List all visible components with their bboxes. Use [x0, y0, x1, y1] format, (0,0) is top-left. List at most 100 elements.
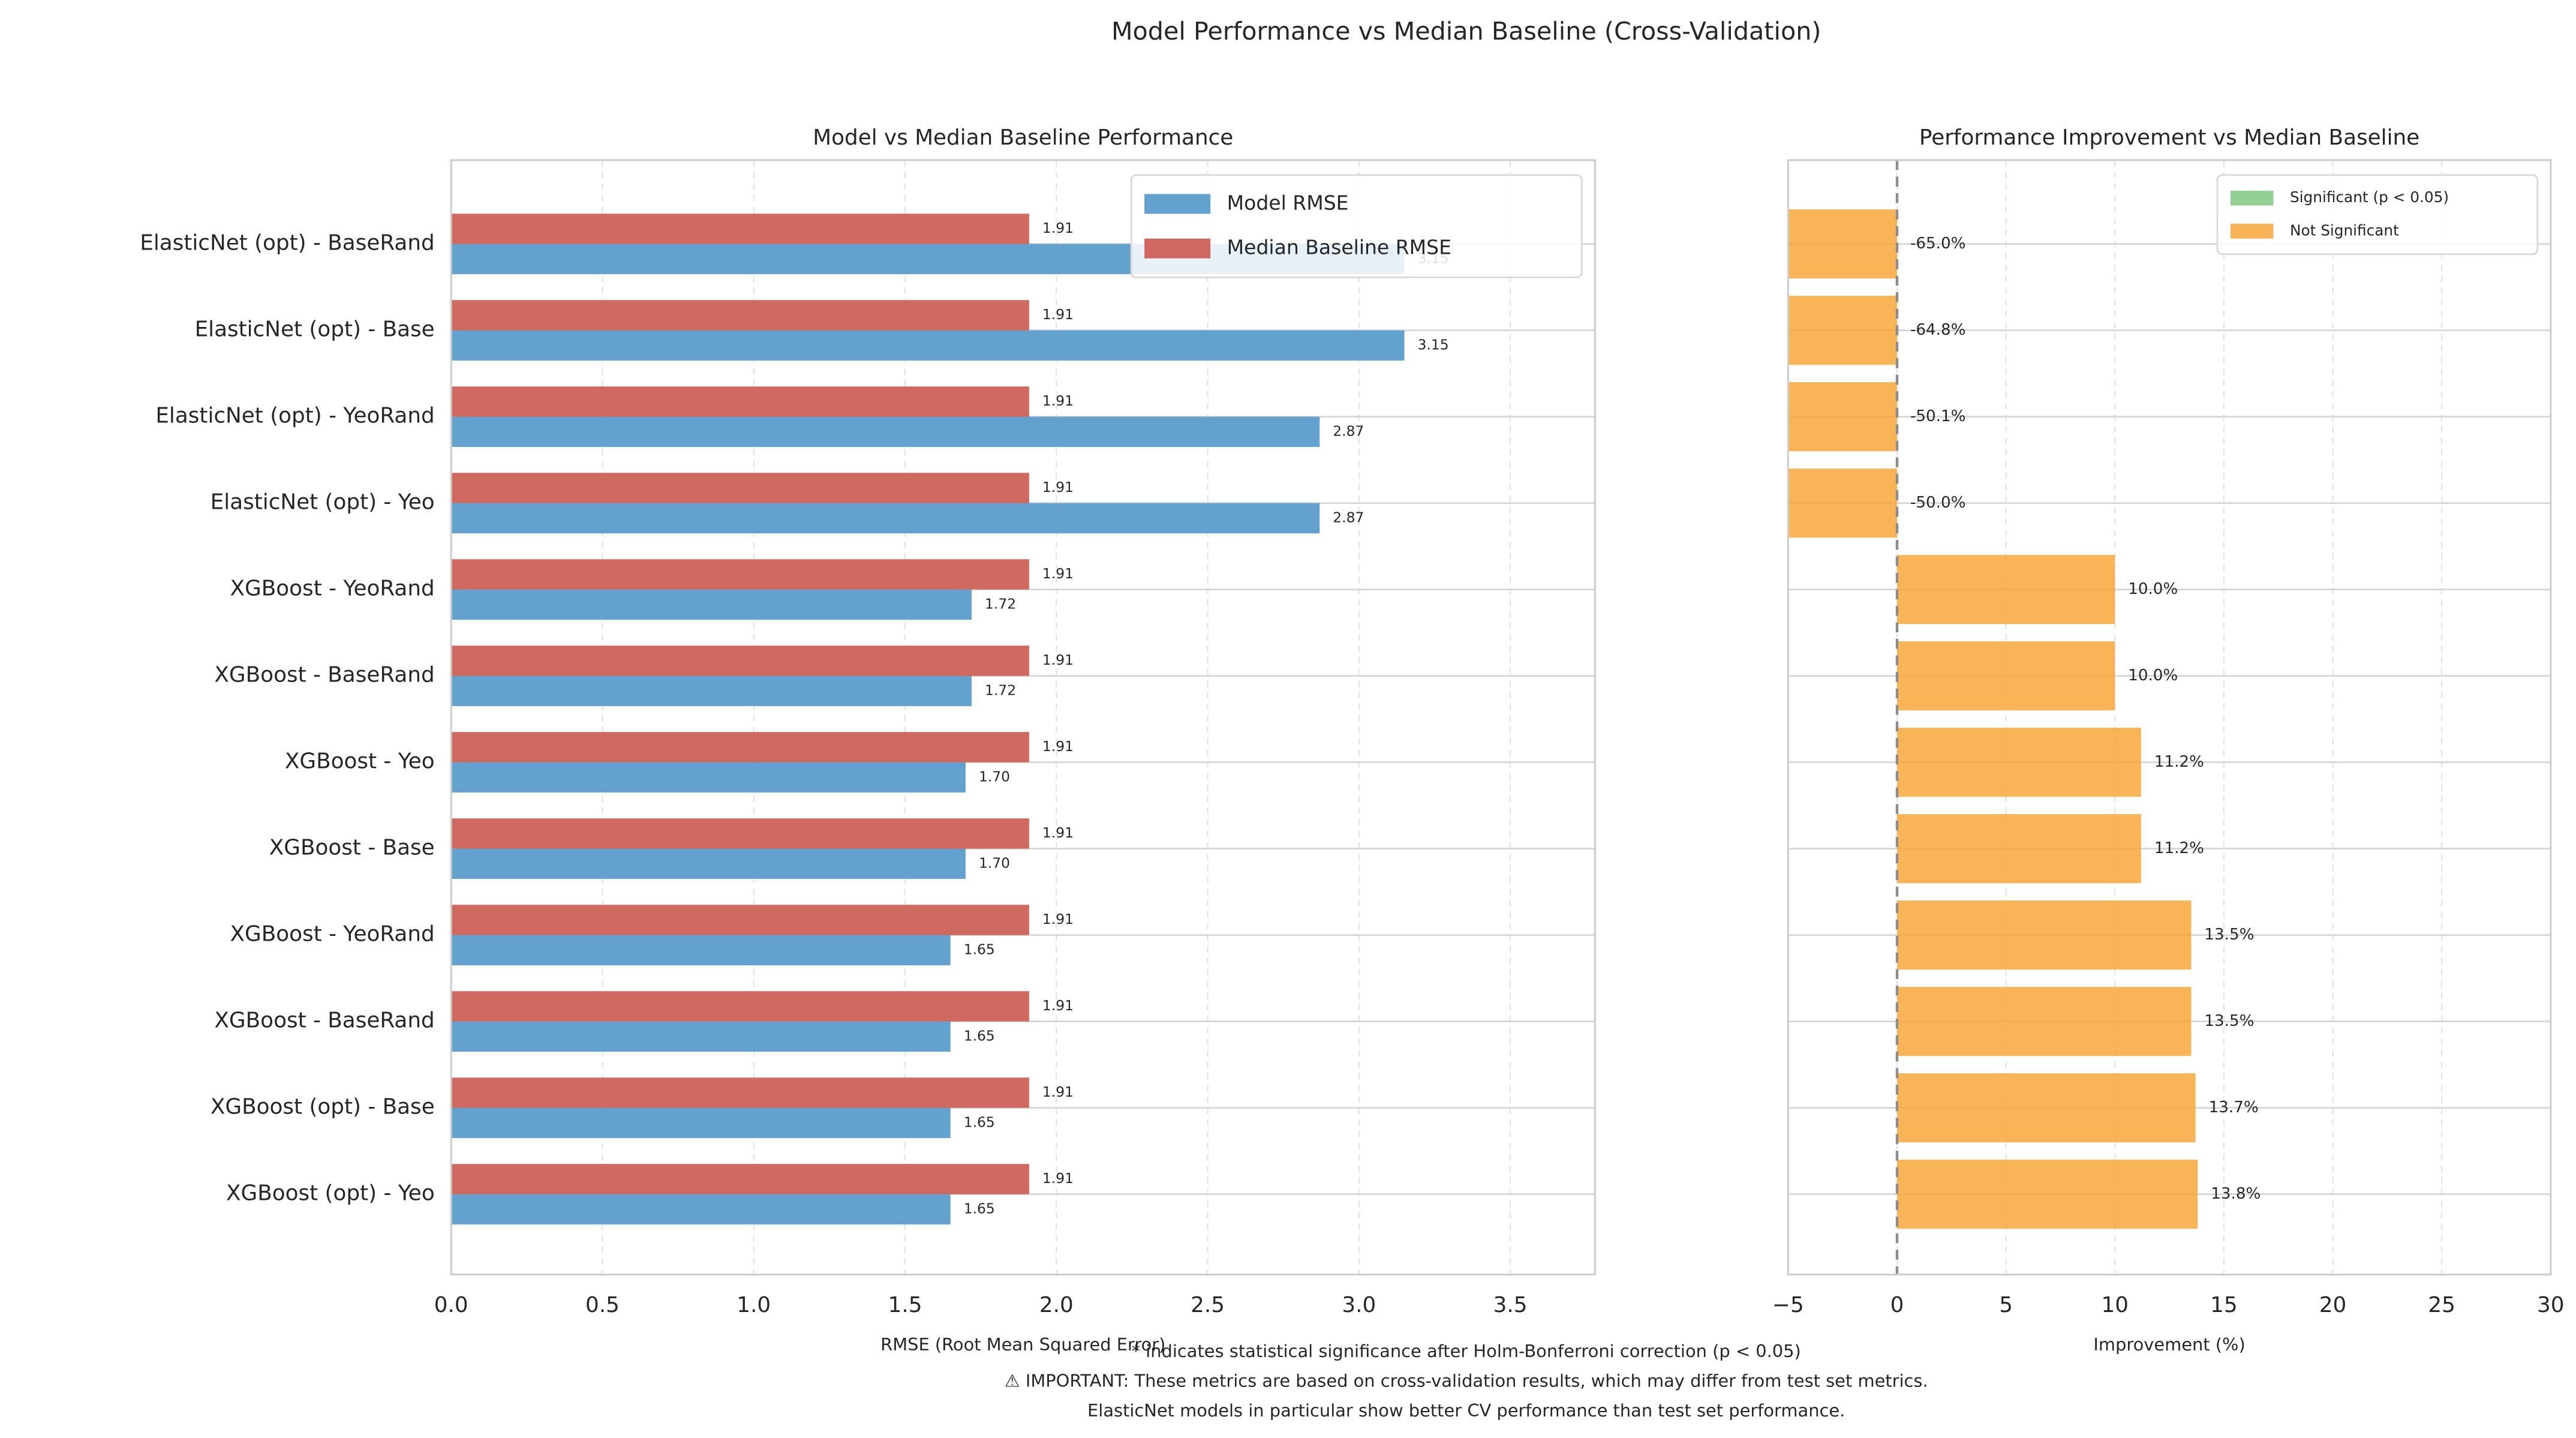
y-tick-label: XGBoost (opt) - Base: [211, 1095, 435, 1119]
x-tick-label: 5: [1999, 1293, 2013, 1317]
bar: [1896, 1160, 2198, 1229]
footnote: * indicates statistical significance aft…: [1132, 1341, 1801, 1361]
y-tick-label: ElasticNet (opt) - Yeo: [211, 490, 435, 515]
bar: [451, 300, 1029, 331]
value-label: 1.70: [979, 854, 1010, 871]
y-tick-label: XGBoost - BaseRand: [214, 663, 434, 688]
bar: [451, 732, 1029, 762]
bar: [451, 818, 1029, 849]
y-tick-label: XGBoost - Base: [269, 836, 435, 860]
y-tick-label: XGBoost - YeoRand: [230, 922, 435, 947]
x-tick-label: 1.5: [888, 1293, 922, 1317]
x-tick-label: 3.5: [1493, 1293, 1528, 1317]
y-tick-label: XGBoost - Yeo: [285, 749, 435, 774]
y-tick-label: XGBoost - BaseRand: [214, 1008, 434, 1033]
value-label: 1.91: [1042, 565, 1074, 582]
value-label: 1.91: [1042, 738, 1074, 755]
bar: [451, 473, 1029, 503]
value-label: 1.91: [1042, 220, 1074, 236]
figure-title: Model Performance vs Median Baseline (Cr…: [1111, 17, 1821, 46]
bar: [451, 1164, 1029, 1194]
bar: [451, 1194, 951, 1225]
value-label: 13.5%: [2204, 926, 2254, 944]
value-label: 1.91: [1042, 1170, 1074, 1187]
axes: Performance Improvement vs Median Baseli…: [1772, 125, 2565, 1355]
bar: [1896, 814, 2141, 884]
value-label: -65.0%: [1910, 235, 1965, 253]
value-label: 1.72: [985, 595, 1016, 612]
bar: [1896, 1073, 2196, 1143]
footnote: ElasticNet models in particular show bet…: [1087, 1400, 1845, 1421]
value-label: 1.91: [1042, 392, 1074, 409]
value-label: 3.15: [1418, 336, 1449, 353]
axes-frame: [450, 159, 1596, 1276]
value-label: 1.91: [1042, 824, 1074, 841]
bar: [1896, 900, 2192, 970]
value-label: 1.65: [964, 1027, 995, 1044]
x-tick-label: 1.0: [737, 1293, 771, 1317]
value-label: 1.65: [964, 1113, 995, 1130]
bar: [451, 214, 1029, 244]
bar: [451, 848, 966, 879]
x-tick-label: 2.5: [1191, 1293, 1225, 1317]
legend-swatch: [2230, 223, 2274, 239]
value-label: -50.1%: [1910, 407, 1965, 425]
legend-label: Not Significant: [2290, 221, 2399, 239]
value-label: 1.65: [964, 941, 995, 957]
x-axis-label: RMSE (Root Mean Squared Error): [880, 1334, 1165, 1355]
bar: [1788, 469, 1897, 538]
value-label: 1.91: [1042, 911, 1074, 927]
value-label: 1.91: [1042, 997, 1074, 1014]
bar: [451, 386, 1029, 417]
bar: [451, 935, 951, 966]
value-label: 10.0%: [2128, 667, 2178, 685]
x-axis-label: Improvement (%): [2093, 1334, 2245, 1355]
bar: [1896, 728, 2141, 797]
x-tick-label: 30: [2537, 1293, 2565, 1317]
value-label: 1.70: [979, 768, 1010, 785]
value-label: 13.7%: [2209, 1098, 2259, 1116]
bar: [451, 762, 966, 793]
value-label: 13.5%: [2204, 1012, 2254, 1030]
legend-swatch: [1144, 194, 1211, 214]
y-tick-label: XGBoost - YeoRand: [230, 577, 435, 601]
x-tick-label: 2.0: [1039, 1293, 1074, 1317]
x-tick-label: 10: [2101, 1293, 2129, 1317]
legend-swatch: [2230, 190, 2274, 206]
bar: [1896, 987, 2192, 1056]
value-label: 1.91: [1042, 652, 1074, 668]
legend-label: Significant (p < 0.05): [2290, 188, 2449, 206]
bar: [1896, 641, 2115, 711]
x-tick-label: 0.0: [434, 1293, 468, 1317]
x-tick-label: 20: [2319, 1293, 2347, 1317]
x-tick-label: 3.0: [1342, 1293, 1376, 1317]
value-label: 1.91: [1042, 479, 1074, 496]
value-label: 2.87: [1333, 509, 1364, 526]
bar: [451, 646, 1029, 676]
legend-label: Median Baseline RMSE: [1227, 236, 1451, 259]
x-tick-label: 0.5: [585, 1293, 620, 1317]
value-label: 1.65: [964, 1200, 995, 1217]
bar: [451, 416, 1320, 448]
value-label: 1.91: [1042, 306, 1074, 323]
legend-label: Model RMSE: [1227, 191, 1349, 214]
value-label: 10.0%: [2128, 580, 2178, 598]
bar: [1788, 296, 1897, 365]
value-label: -50.0%: [1910, 494, 1965, 512]
legend-swatch: [1144, 238, 1211, 259]
y-tick-label: ElasticNet (opt) - YeoRand: [155, 404, 434, 428]
value-label: 2.87: [1333, 422, 1364, 439]
value-label: 1.72: [985, 682, 1016, 698]
bar: [451, 991, 1029, 1022]
bar: [1896, 555, 2115, 625]
x-tick-label: −5: [1772, 1293, 1804, 1317]
bars: [1788, 209, 2198, 1229]
bar: [451, 1107, 951, 1139]
bar: [451, 1021, 951, 1052]
value-label: -64.8%: [1910, 321, 1965, 339]
axes-title: Model vs Median Baseline Performance: [813, 125, 1233, 150]
bar: [451, 905, 1029, 935]
bar: [451, 503, 1320, 534]
bar: [451, 330, 1405, 361]
